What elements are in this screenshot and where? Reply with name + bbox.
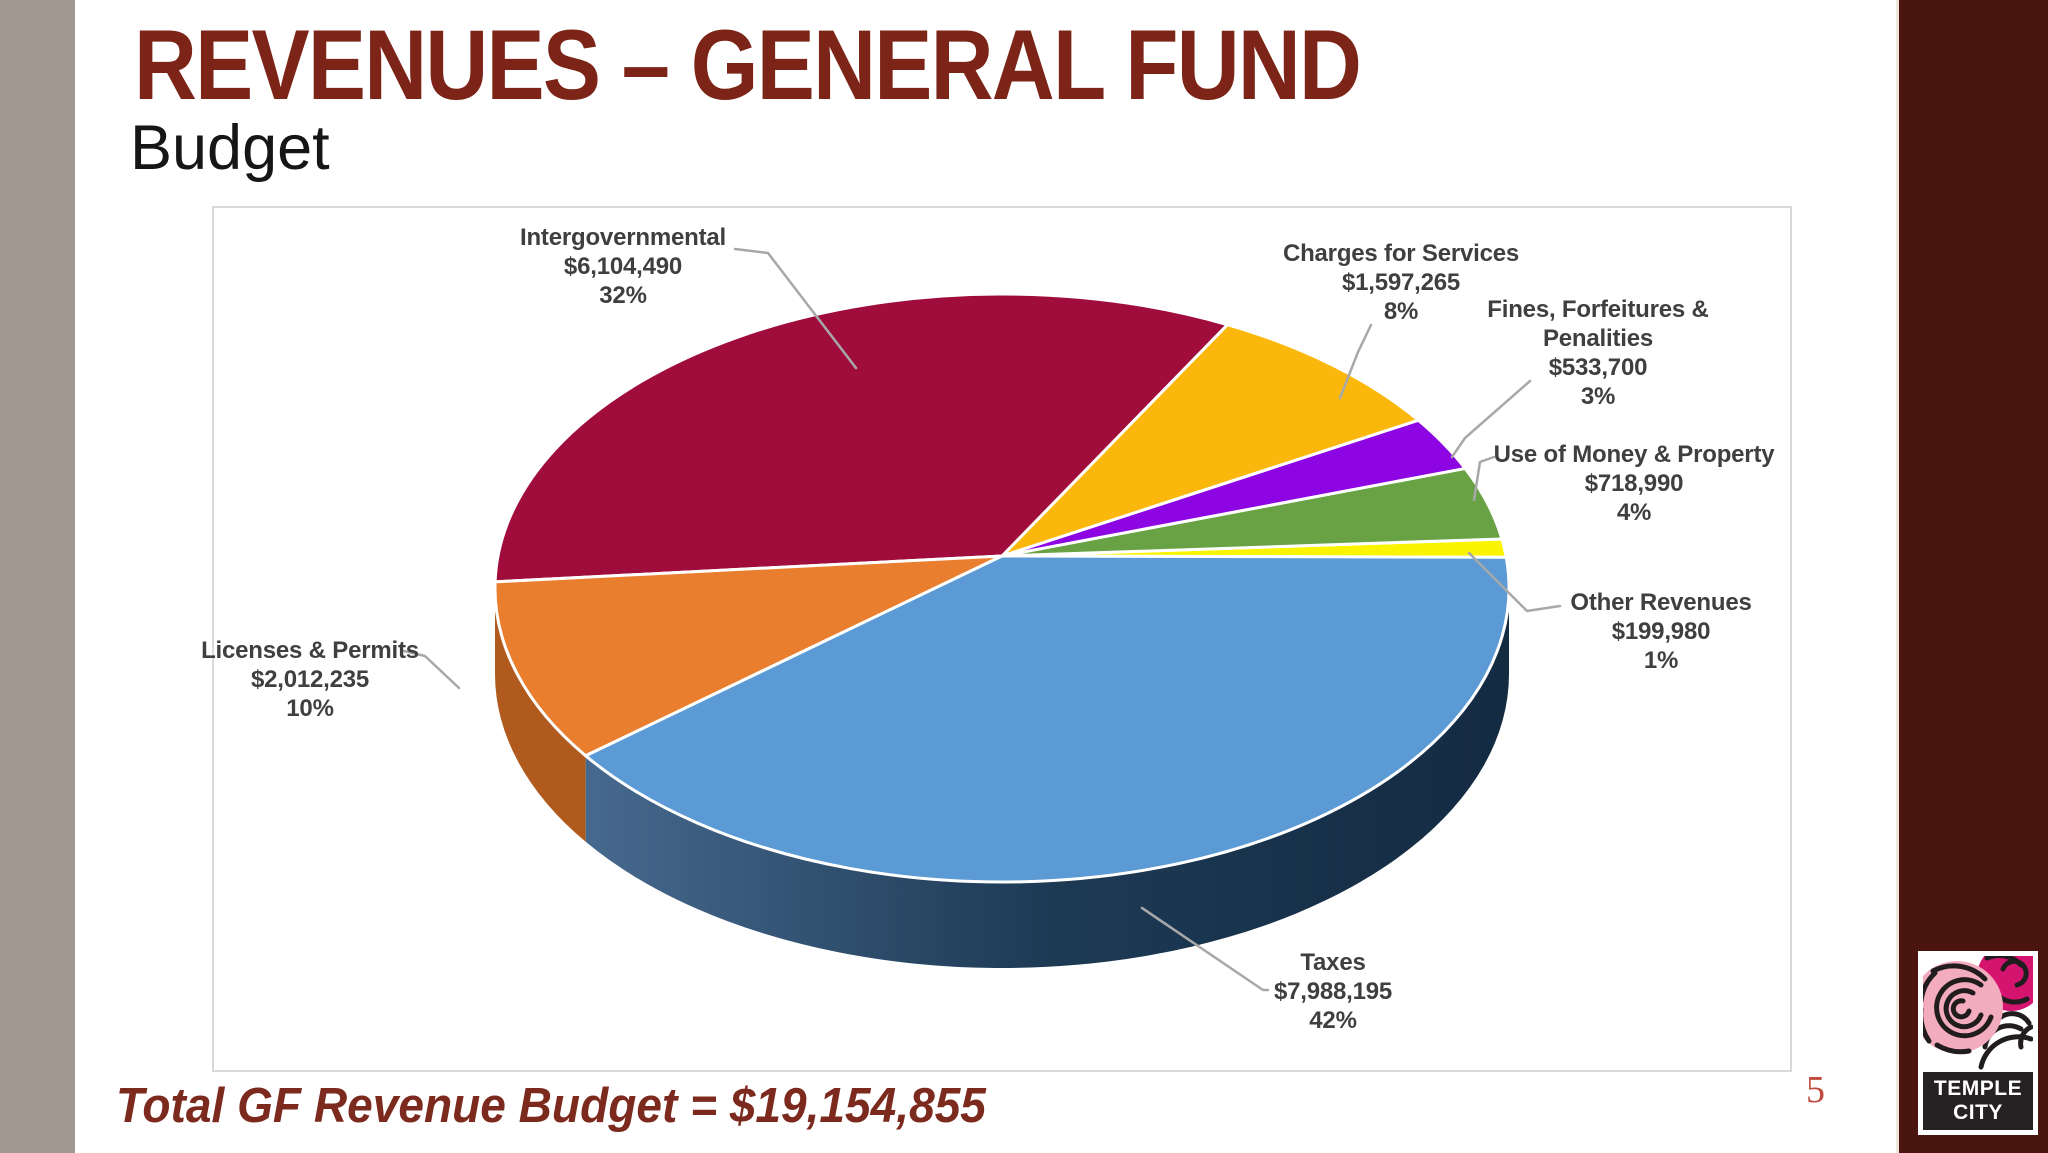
pie-label-fines-forfeitures-penalities: Fines, Forfeitures & Penalities $533,700…	[1458, 295, 1738, 411]
pie-label-other-revenues: Other Revenues $199,980 1%	[1570, 588, 1751, 675]
pie-label-amount: $533,700	[1548, 354, 1648, 381]
pie-label-name: Charges for Services	[1282, 240, 1520, 267]
logo-rose-icon	[1923, 956, 2033, 1072]
pie-slice-licenses-permits	[493, 554, 1004, 758]
pie-label-name: Fines, Forfeitures & Penalities	[1487, 296, 1709, 352]
pie-label-intergovernmental: Intergovernmental $6,104,490 32%	[520, 223, 726, 310]
logo-word-temple: TEMPLE	[1933, 1077, 2023, 1100]
pie-label-licenses-permits: Licenses & Permits $2,012,235 10%	[201, 636, 419, 723]
total-revenue-footnote: Total GF Revenue Budget = $19,154,855	[116, 1079, 986, 1133]
pie-label-amount: $2,012,235	[250, 666, 370, 693]
pie-label-percent: 10%	[286, 695, 334, 722]
leader-line-intergovernmental	[733, 247, 858, 370]
pie-label-use-of-money-property: Use of Money & Property $718,990 4%	[1494, 440, 1775, 527]
pie-label-amount: $1,597,265	[1341, 269, 1461, 296]
leader-line-charges-for-services	[1338, 323, 1373, 400]
pie-side-taxes	[585, 588, 1509, 968]
pie-slice-taxes	[584, 554, 1511, 884]
pie-label-name: Use of Money & Property	[1493, 441, 1775, 468]
pie-label-percent: 8%	[1383, 298, 1419, 325]
pie-label-percent: 3%	[1580, 383, 1616, 410]
slide-title: REVENUES – GENERAL FUND	[134, 9, 1362, 120]
pie-slice-charges-for-services	[1000, 323, 1420, 558]
leader-line-taxes	[1140, 906, 1270, 992]
pie-label-percent: 4%	[1616, 499, 1652, 526]
pie-label-amount: $199,980	[1611, 618, 1711, 645]
pie-side-licenses-permits	[495, 588, 586, 842]
pie-slice-intergovernmental	[493, 292, 1229, 584]
logo-word-city: CITY	[1953, 1101, 2003, 1124]
leader-line-use-of-money-property	[1472, 455, 1496, 502]
leader-line-other-revenues	[1467, 551, 1562, 613]
pie-label-percent: 1%	[1643, 647, 1679, 674]
pie-label-name: Other Revenues	[1570, 589, 1752, 616]
pie-label-name: Taxes	[1300, 949, 1366, 976]
page-number: 5	[1806, 1069, 1825, 1111]
pie-label-percent: 32%	[599, 282, 647, 309]
pie-label-amount: $718,990	[1584, 470, 1684, 497]
pie-label-name: Licenses & Permits	[201, 637, 419, 664]
pie-label-name: Intergovernmental	[520, 224, 726, 251]
pie-label-amount: $7,988,195	[1273, 978, 1393, 1005]
temple-city-logo: TEMPLE CITY	[1918, 951, 2038, 1135]
pie-label-percent: 42%	[1309, 1007, 1357, 1034]
pie-label-taxes: Taxes $7,988,195 42%	[1274, 948, 1392, 1035]
left-margin-bar	[0, 0, 75, 1153]
leader-line-fines-forfeitures-penalities	[1450, 379, 1532, 459]
pie-label-amount: $6,104,490	[563, 253, 683, 280]
logo-wordmark: TEMPLE CITY	[1923, 1072, 2033, 1130]
pie-label-charges-for-services: Charges for Services $1,597,265 8%	[1283, 239, 1519, 326]
leader-line-licenses-permits	[402, 649, 461, 690]
slide-subtitle: Budget	[130, 113, 330, 183]
